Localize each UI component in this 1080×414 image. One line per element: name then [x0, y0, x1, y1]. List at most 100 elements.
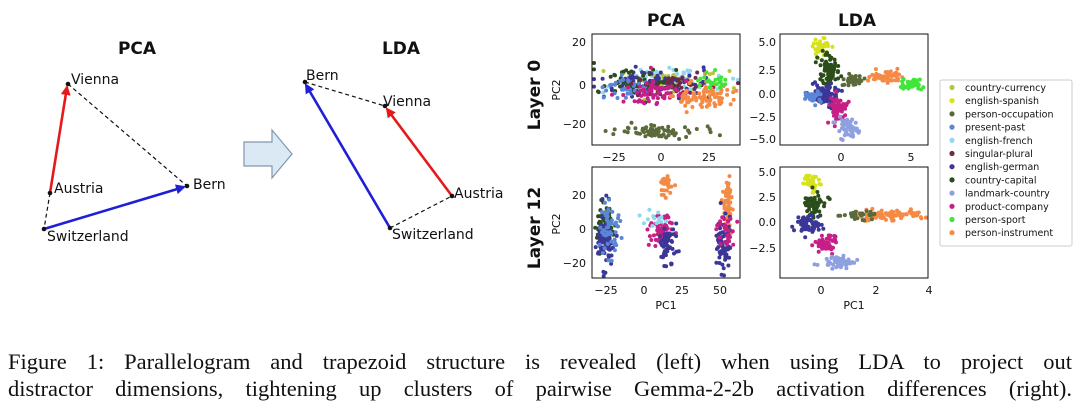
scatter-point: [877, 73, 882, 78]
scatter-point: [677, 137, 682, 141]
scatter-point: [813, 37, 818, 42]
scatter-point: [697, 82, 702, 87]
scatter-point: [598, 225, 603, 230]
scatter-point: [633, 126, 638, 131]
x-tick-label: 50: [713, 284, 727, 297]
scatter-point: [676, 77, 681, 82]
scatter-point: [648, 65, 653, 70]
scatter-point: [713, 68, 718, 72]
scatter-point: [727, 190, 732, 194]
scatter-point: [804, 176, 808, 181]
y-tick-label: 2.5: [759, 191, 777, 204]
scatter-point: [815, 190, 820, 194]
scatter-point: [811, 94, 816, 99]
scatter-point: [813, 103, 818, 108]
scatter-point: [834, 97, 839, 102]
legend-label: english-spanish: [965, 96, 1039, 107]
legend-label: person-occupation: [965, 109, 1054, 120]
y-tick-label: 0: [579, 223, 586, 236]
y-tick-label: 20: [572, 36, 586, 49]
scatter-point: [844, 266, 849, 271]
scatter-point: [709, 82, 714, 87]
scatter-point: [610, 209, 615, 214]
scatter-point: [628, 92, 633, 96]
x-tick-label: −25: [602, 151, 625, 164]
scatter-point: [666, 128, 670, 132]
scatter-point: [715, 223, 720, 228]
scatter-point: [866, 218, 871, 223]
scatter-point: [889, 78, 894, 83]
scatter-point: [661, 244, 666, 249]
scatter-point: [684, 135, 689, 139]
scatter-point: [727, 69, 732, 73]
scatter-point: [817, 41, 822, 46]
scatter-point: [653, 244, 658, 248]
scatter-point: [717, 95, 722, 100]
scatter-point: [649, 238, 654, 242]
scatter-point: [637, 213, 642, 218]
scatter-point: [695, 70, 700, 75]
scatter-point: [661, 80, 666, 85]
scatter-point: [726, 204, 731, 209]
scatter-point: [830, 44, 835, 49]
scatter-point: [652, 123, 657, 128]
scatter-point: [651, 233, 656, 238]
scatter-point: [708, 130, 713, 135]
legend-label: country-capital: [965, 175, 1037, 186]
scatter-point: [843, 119, 848, 124]
scatter-point: [839, 109, 844, 114]
scatter-point: [666, 238, 671, 243]
scatter-point: [718, 91, 723, 96]
scatter-point: [723, 256, 728, 261]
legend-marker: [949, 124, 955, 130]
scatter-point: [837, 129, 842, 134]
scatter-point: [676, 93, 681, 98]
pca-layer12-points: [593, 174, 740, 278]
scatter-point: [843, 131, 848, 136]
scatter-point: [904, 212, 909, 217]
scatter-point: [859, 78, 864, 83]
scatter-point: [600, 85, 605, 90]
scatter-point: [726, 184, 730, 189]
scatter-point: [707, 93, 712, 98]
scatter-point: [670, 76, 675, 80]
scatter-point: [601, 223, 606, 228]
scatter-point: [829, 55, 834, 60]
scatter-point: [815, 89, 820, 94]
scatter-point: [665, 174, 670, 179]
y-tick-label: 5.0: [759, 166, 777, 179]
scatter-point: [614, 220, 618, 225]
scatter-point: [881, 215, 886, 220]
scatter-point: [671, 227, 676, 232]
scatter-point: [825, 42, 830, 47]
scatter-point: [714, 227, 719, 232]
lda-layer0-points: [803, 36, 926, 142]
scatter-point: [839, 137, 844, 141]
scatter-point: [903, 84, 908, 89]
point-austria: [47, 190, 53, 196]
scatter-point: [835, 70, 840, 75]
scatter-point: [647, 72, 652, 77]
scatter-point: [645, 92, 650, 97]
scatter-point: [816, 223, 821, 227]
panel-lda-layer12: 5.0 2.5 0.0 −2.5 0 2 4 PC1: [749, 166, 932, 312]
scatter-point: [686, 128, 691, 133]
scatter-point: [831, 107, 836, 112]
scatter-point: [704, 70, 709, 75]
scatter-point: [690, 105, 695, 109]
x-tick-label: 25: [702, 151, 716, 164]
scatter-point: [648, 83, 653, 88]
scatter-point: [613, 241, 618, 245]
scatter-point: [854, 126, 858, 131]
scatter-point: [880, 78, 885, 83]
scatter-point: [818, 182, 823, 187]
scatter-point: [640, 128, 645, 133]
scatter-point: [803, 93, 808, 98]
scatter-point: [605, 232, 610, 237]
scatter-point: [807, 96, 812, 101]
scatter-point: [662, 214, 667, 219]
scatter-point: [621, 93, 626, 97]
scatter-point: [694, 127, 699, 131]
panel-lda-layer0: 5.0 2.5 0.0 −2.5 −5.0 0 5: [749, 33, 929, 164]
y-axis-label: PC2: [550, 79, 563, 100]
